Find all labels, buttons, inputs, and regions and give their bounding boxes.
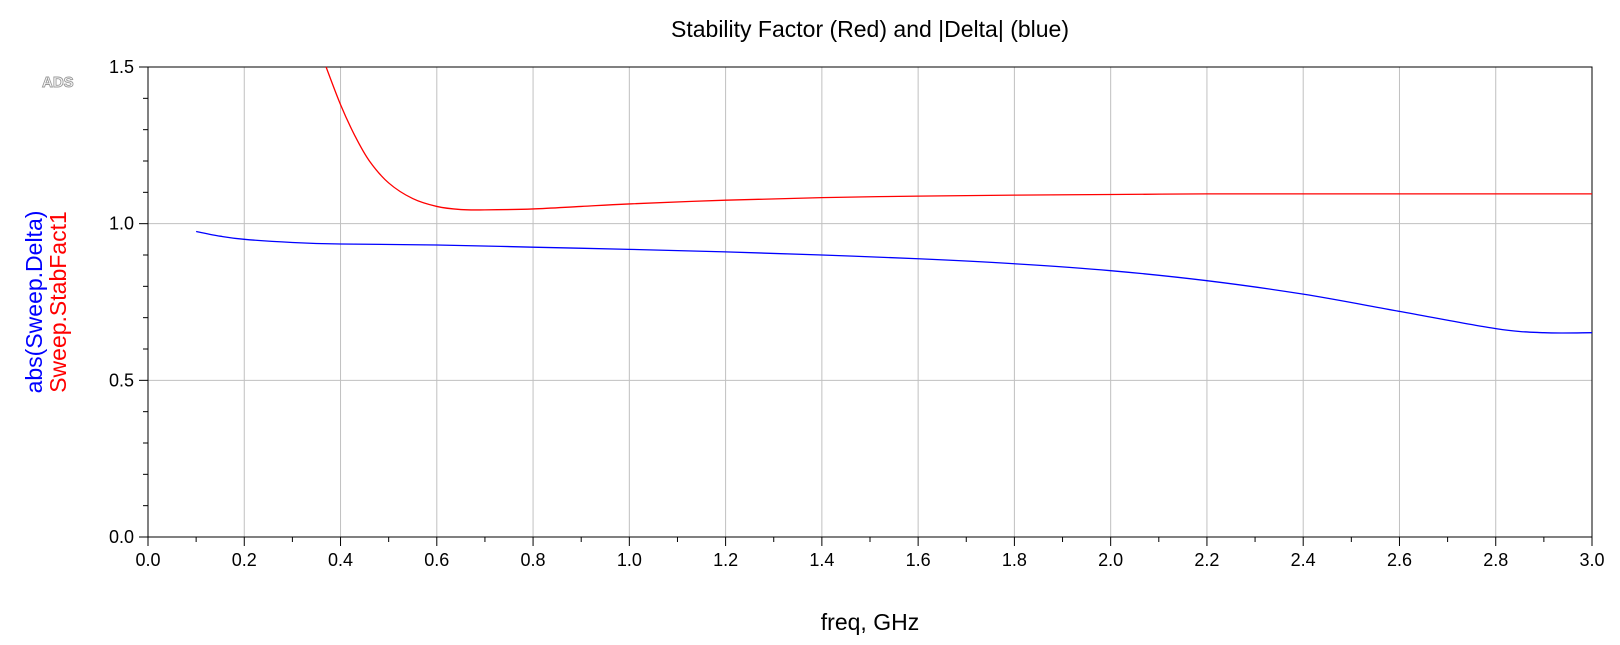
grid	[148, 67, 1592, 537]
x-tick-label: 1.0	[617, 550, 642, 570]
y-tick-label: 1.5	[109, 57, 134, 77]
x-tick-label: 0.8	[521, 550, 546, 570]
x-tick-label: 2.0	[1098, 550, 1123, 570]
x-tick-label: 2.6	[1387, 550, 1412, 570]
series-line-sweep-stabfact1	[325, 66, 1592, 211]
y-tick-label: 1.0	[109, 214, 134, 234]
ads-watermark: ADS	[42, 74, 74, 91]
x-tick-label: 3.0	[1579, 550, 1604, 570]
y-tick-label: 0.5	[109, 370, 134, 390]
x-tick-label: 1.4	[809, 550, 834, 570]
x-tick-label: 1.2	[713, 550, 738, 570]
x-axis-title: freq, GHz	[821, 609, 919, 635]
x-tick-label: 0.6	[424, 550, 449, 570]
y-axis-titles: abs(Sweep.Delta) Sweep.StabFact1	[21, 211, 71, 394]
chart-title: Stability Factor (Red) and |Delta| (blue…	[671, 16, 1069, 42]
x-tick-label: 2.2	[1194, 550, 1219, 570]
y-axis-title-delta: abs(Sweep.Delta)	[21, 211, 47, 394]
series-lines	[196, 66, 1593, 334]
series-line-abs-sweep-delta-	[196, 230, 1593, 334]
x-tick-label: 1.8	[1002, 550, 1027, 570]
axis-ticks: 0.0 0.2 0.4 0.6 0.8 1.0 1.2 1.4 1.6 1.8 2.0 2.2 2.4 2…	[109, 57, 1605, 570]
x-tick-label: 0.0	[135, 550, 160, 570]
x-tick-label: 1.6	[906, 550, 931, 570]
y-tick-label: 0.0	[109, 527, 134, 547]
x-tick-label: 0.2	[232, 550, 257, 570]
y-axis-title-stabfact: Sweep.StabFact1	[45, 211, 71, 393]
plot-area	[147, 66, 1593, 538]
x-tick-label: 2.4	[1291, 550, 1316, 570]
x-tick-label: 2.8	[1483, 550, 1508, 570]
x-tick-label: 0.4	[328, 550, 353, 570]
